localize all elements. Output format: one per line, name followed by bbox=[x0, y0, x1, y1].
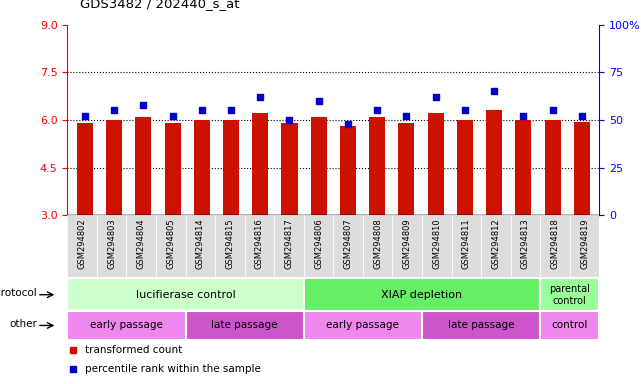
Bar bbox=[515, 120, 531, 215]
Text: GSM294806: GSM294806 bbox=[314, 218, 323, 269]
Point bbox=[547, 108, 558, 114]
Text: GSM294804: GSM294804 bbox=[137, 218, 146, 269]
Text: control: control bbox=[552, 320, 588, 331]
FancyBboxPatch shape bbox=[215, 215, 245, 278]
Bar bbox=[544, 120, 561, 215]
FancyBboxPatch shape bbox=[185, 215, 215, 278]
Text: early passage: early passage bbox=[90, 320, 163, 331]
Text: early passage: early passage bbox=[326, 320, 399, 331]
FancyBboxPatch shape bbox=[126, 215, 156, 278]
Point bbox=[68, 347, 78, 353]
FancyBboxPatch shape bbox=[97, 215, 126, 278]
Bar bbox=[486, 110, 502, 215]
Point bbox=[372, 108, 382, 114]
FancyBboxPatch shape bbox=[392, 215, 422, 278]
Text: GSM294818: GSM294818 bbox=[551, 218, 560, 269]
FancyBboxPatch shape bbox=[481, 215, 511, 278]
Point bbox=[460, 108, 470, 114]
Bar bbox=[252, 113, 269, 215]
Point bbox=[167, 113, 178, 119]
Text: GSM294813: GSM294813 bbox=[521, 218, 530, 269]
FancyBboxPatch shape bbox=[274, 215, 304, 278]
FancyBboxPatch shape bbox=[570, 215, 599, 278]
Text: GSM294811: GSM294811 bbox=[462, 218, 471, 269]
Point bbox=[197, 108, 207, 114]
Text: GSM294814: GSM294814 bbox=[196, 218, 205, 269]
Point bbox=[489, 88, 499, 94]
Text: GSM294810: GSM294810 bbox=[432, 218, 441, 269]
Point bbox=[577, 113, 587, 119]
FancyBboxPatch shape bbox=[451, 215, 481, 278]
Point bbox=[313, 98, 324, 104]
Text: GSM294812: GSM294812 bbox=[492, 218, 501, 269]
Text: GSM294816: GSM294816 bbox=[255, 218, 264, 269]
Bar bbox=[428, 113, 444, 215]
FancyBboxPatch shape bbox=[363, 215, 392, 278]
Point bbox=[431, 94, 441, 100]
Text: late passage: late passage bbox=[448, 320, 514, 331]
Text: GSM294817: GSM294817 bbox=[285, 218, 294, 269]
Text: XIAP depletion: XIAP depletion bbox=[381, 290, 463, 300]
Text: GSM294808: GSM294808 bbox=[373, 218, 382, 269]
Bar bbox=[135, 116, 151, 215]
FancyBboxPatch shape bbox=[304, 215, 333, 278]
Point bbox=[401, 113, 412, 119]
FancyBboxPatch shape bbox=[67, 215, 97, 278]
Bar bbox=[165, 122, 181, 215]
Text: GDS3482 / 202440_s_at: GDS3482 / 202440_s_at bbox=[80, 0, 240, 10]
Text: GSM294803: GSM294803 bbox=[107, 218, 116, 269]
Point bbox=[518, 113, 528, 119]
Point bbox=[68, 366, 78, 372]
Text: GSM294805: GSM294805 bbox=[166, 218, 175, 269]
Point bbox=[226, 108, 236, 114]
Bar bbox=[369, 117, 385, 215]
Point bbox=[138, 102, 149, 108]
FancyBboxPatch shape bbox=[422, 215, 451, 278]
Bar bbox=[311, 117, 327, 215]
Point bbox=[79, 113, 90, 119]
FancyBboxPatch shape bbox=[540, 215, 570, 278]
Text: GSM294815: GSM294815 bbox=[226, 218, 235, 269]
Bar bbox=[574, 122, 590, 215]
Bar bbox=[457, 120, 473, 215]
Text: lucifierase control: lucifierase control bbox=[136, 290, 235, 300]
Text: late passage: late passage bbox=[212, 320, 278, 331]
FancyBboxPatch shape bbox=[245, 215, 274, 278]
Text: parental
control: parental control bbox=[549, 284, 590, 306]
Bar bbox=[281, 124, 297, 215]
Point bbox=[255, 94, 265, 100]
Point bbox=[109, 108, 119, 114]
Text: transformed count: transformed count bbox=[85, 345, 182, 355]
Bar bbox=[194, 120, 210, 215]
Text: protocol: protocol bbox=[0, 288, 37, 298]
Bar bbox=[340, 126, 356, 215]
Point bbox=[285, 117, 295, 123]
FancyBboxPatch shape bbox=[333, 215, 363, 278]
FancyBboxPatch shape bbox=[156, 215, 185, 278]
Text: GSM294807: GSM294807 bbox=[344, 218, 353, 269]
Text: other: other bbox=[9, 319, 37, 329]
Bar bbox=[77, 122, 93, 215]
Text: GSM294809: GSM294809 bbox=[403, 218, 412, 269]
Bar bbox=[106, 120, 122, 215]
FancyBboxPatch shape bbox=[511, 215, 540, 278]
Text: GSM294802: GSM294802 bbox=[78, 218, 87, 269]
Bar bbox=[223, 120, 239, 215]
Text: percentile rank within the sample: percentile rank within the sample bbox=[85, 364, 260, 374]
Text: GSM294819: GSM294819 bbox=[580, 218, 589, 269]
Bar bbox=[398, 122, 415, 215]
Point bbox=[343, 121, 353, 127]
